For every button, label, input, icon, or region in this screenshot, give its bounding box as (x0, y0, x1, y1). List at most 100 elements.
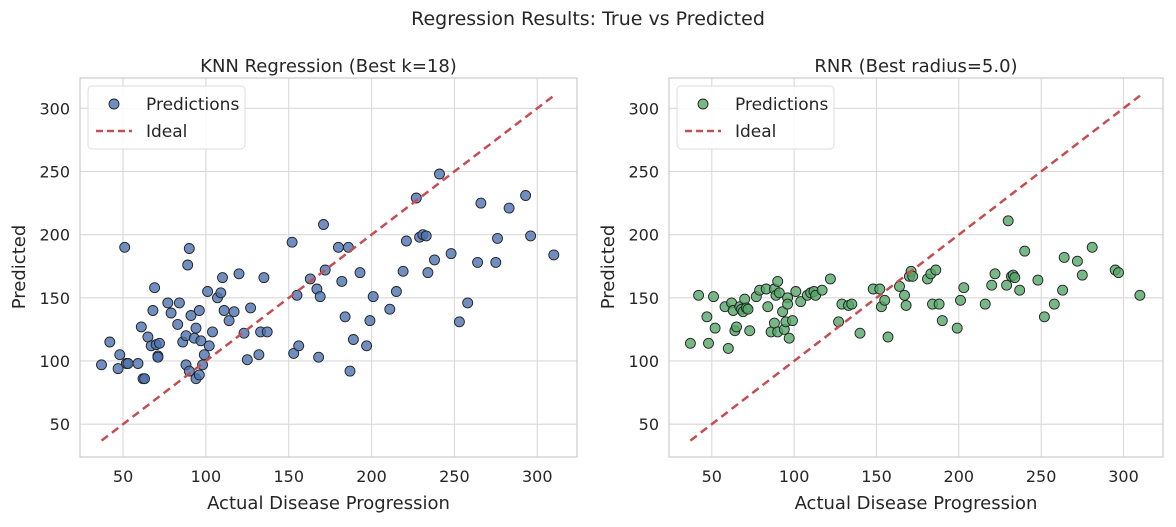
y-tick-label: 300 (39, 99, 70, 118)
prediction-point (951, 322, 963, 334)
prediction-point (701, 311, 713, 323)
x-tick-label: 200 (944, 467, 975, 486)
prediction-point (490, 256, 502, 268)
prediction-point (833, 316, 845, 328)
prediction-point (1001, 279, 1013, 291)
x-tick-label: 150 (861, 467, 892, 486)
series-layer (96, 94, 560, 442)
prediction-point (304, 273, 316, 285)
prediction-point (233, 268, 245, 280)
x-tick-label: 100 (191, 467, 222, 486)
prediction-point (288, 347, 300, 359)
prediction-point (215, 287, 227, 299)
prediction-point (238, 327, 250, 339)
prediction-point (899, 289, 910, 301)
series-layer (684, 94, 1146, 442)
prediction-point (709, 322, 721, 334)
x-tick-label: 300 (522, 467, 553, 486)
prediction-point (429, 254, 440, 266)
prediction-point (185, 310, 197, 321)
prediction-point (1057, 284, 1069, 296)
legend-box (676, 85, 835, 150)
prediction-point (195, 335, 207, 347)
legend-label-predictions: Predictions (146, 95, 239, 115)
prediction-point (958, 282, 970, 294)
rnr-panel: 50 100 150 200 250 300 50 100 150 200 250 300 RNR (… (598, 56, 1164, 514)
prediction-point (390, 286, 402, 297)
prediction-point (492, 232, 503, 244)
y-axis-label: Predicted (9, 225, 30, 310)
prediction-point (422, 267, 434, 279)
y-tick-label: 150 (628, 289, 659, 308)
prediction-point (795, 296, 807, 308)
prediction-point (314, 291, 326, 303)
prediction-point (223, 315, 235, 327)
prediction-point (1009, 272, 1021, 284)
prediction-point (228, 306, 240, 318)
prediction-point (114, 349, 126, 361)
prediction-point (824, 273, 836, 285)
prediction-point (854, 327, 866, 339)
prediction-point (332, 241, 344, 253)
prediction-point (894, 280, 905, 292)
prediction-point (900, 299, 912, 311)
prediction-point (253, 349, 265, 361)
prediction-point (986, 279, 998, 291)
prediction-point (183, 365, 195, 377)
prediction-point (152, 351, 164, 363)
legend-marker-predictions (108, 98, 120, 110)
prediction-point (744, 325, 756, 337)
subplot-title: RNR (Best radius=5.0) (814, 56, 1017, 77)
prediction-point (162, 297, 174, 309)
prediction-point (525, 230, 537, 242)
prediction-point (339, 311, 351, 323)
prediction-point (434, 168, 445, 180)
prediction-point (1019, 245, 1031, 257)
x-tick-label: 100 (779, 467, 810, 486)
prediction-point (112, 363, 124, 375)
prediction-point (261, 326, 273, 338)
y-tick-label: 250 (39, 162, 70, 181)
prediction-point (787, 315, 798, 327)
prediction-point (119, 241, 131, 253)
prediction-point (147, 305, 159, 316)
prediction-point (245, 302, 257, 314)
prediction-point (548, 249, 560, 261)
legend-label-predictions: Predictions (735, 95, 828, 115)
legend-marker-predictions (697, 98, 709, 110)
prediction-point (1002, 215, 1014, 227)
prediction-point (979, 298, 991, 310)
ideal-line (100, 94, 555, 442)
plot-area-frame (668, 77, 1164, 458)
prediction-point (384, 303, 396, 315)
prediction-point (344, 365, 356, 377)
prediction-point (203, 340, 215, 352)
prediction-point (182, 259, 194, 271)
prediction-point (149, 282, 161, 294)
prediction-point (520, 190, 532, 201)
prediction-point (1038, 311, 1050, 323)
prediction-point (475, 197, 487, 209)
prediction-point (420, 230, 432, 242)
prediction-point (1048, 298, 1060, 310)
x-tick-label: 200 (356, 467, 387, 486)
prediction-point (816, 284, 828, 296)
prediction-point (693, 289, 705, 301)
legend-label-ideal: Ideal (146, 122, 187, 142)
legend: Predictions Ideal (676, 85, 835, 150)
y-tick-label: 150 (39, 289, 70, 308)
prediction-point (154, 337, 165, 349)
prediction-point (400, 235, 412, 247)
prediction-point (879, 294, 891, 306)
x-tick-label: 250 (1026, 467, 1057, 486)
prediction-point (313, 351, 325, 363)
prediction-point (731, 321, 742, 333)
prediction-point (933, 298, 945, 310)
prediction-point (742, 303, 754, 315)
prediction-point (472, 256, 484, 268)
prediction-point (347, 334, 359, 345)
x-axis-label: Actual Disease Progression (207, 493, 450, 514)
prediction-point (193, 305, 205, 316)
prediction-point (190, 322, 202, 334)
prediction-point (1071, 255, 1083, 267)
